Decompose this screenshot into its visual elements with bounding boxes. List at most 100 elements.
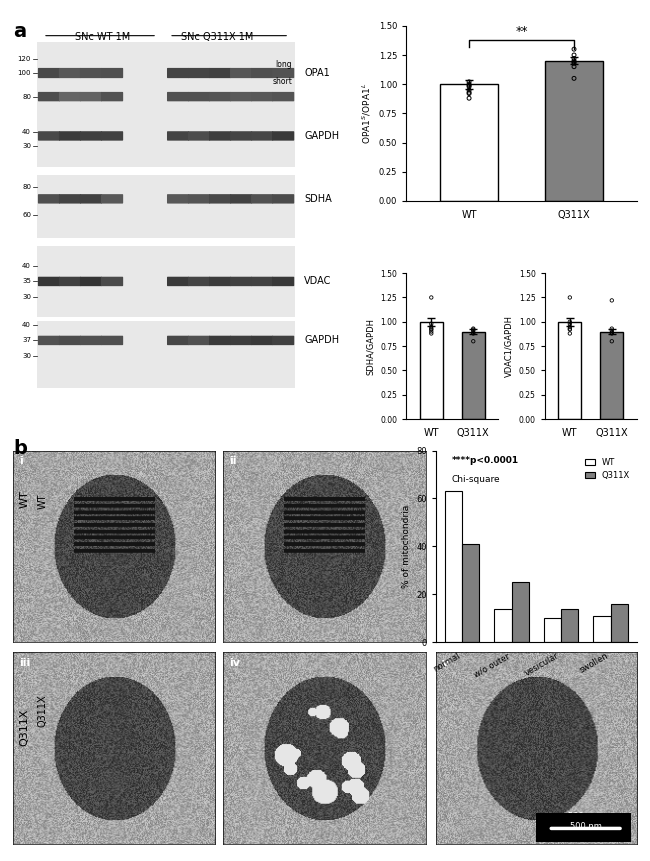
FancyBboxPatch shape xyxy=(188,131,210,140)
Text: 30: 30 xyxy=(22,294,31,300)
Point xyxy=(565,322,575,336)
FancyBboxPatch shape xyxy=(167,276,189,286)
FancyBboxPatch shape xyxy=(188,68,210,78)
Text: Chi-square: Chi-square xyxy=(452,475,500,485)
FancyBboxPatch shape xyxy=(230,276,252,286)
FancyBboxPatch shape xyxy=(38,336,60,345)
Bar xyxy=(544,618,561,642)
Bar xyxy=(37,176,295,238)
Point xyxy=(606,326,617,340)
Point xyxy=(426,325,437,338)
Text: 40: 40 xyxy=(22,263,31,269)
Text: 40: 40 xyxy=(22,129,31,135)
Text: OPA1: OPA1 xyxy=(304,68,330,78)
Legend: WT, Q311X: WT, Q311X xyxy=(581,455,633,484)
Point xyxy=(468,322,478,336)
FancyBboxPatch shape xyxy=(80,92,102,102)
Bar xyxy=(37,41,295,112)
FancyBboxPatch shape xyxy=(38,194,60,203)
FancyBboxPatch shape xyxy=(251,336,273,345)
FancyBboxPatch shape xyxy=(272,131,294,140)
Point xyxy=(606,294,617,307)
FancyBboxPatch shape xyxy=(80,131,102,140)
Text: Q311X: Q311X xyxy=(37,694,47,727)
FancyBboxPatch shape xyxy=(272,336,294,345)
FancyBboxPatch shape xyxy=(188,276,210,286)
Text: GAPDH: GAPDH xyxy=(304,336,339,345)
Point xyxy=(464,87,474,101)
FancyBboxPatch shape xyxy=(167,131,189,140)
Point xyxy=(426,317,437,331)
Point xyxy=(569,56,579,70)
Text: short: short xyxy=(272,77,292,86)
Point xyxy=(565,323,575,337)
FancyBboxPatch shape xyxy=(101,276,123,286)
Bar xyxy=(561,609,579,642)
Text: ****p<0.0001: ****p<0.0001 xyxy=(452,456,519,465)
Point xyxy=(468,326,478,340)
Bar xyxy=(558,322,581,419)
Text: 60: 60 xyxy=(22,212,31,218)
FancyBboxPatch shape xyxy=(80,276,102,286)
Bar xyxy=(512,582,529,642)
Bar xyxy=(37,246,295,317)
FancyBboxPatch shape xyxy=(188,92,210,102)
Text: iv: iv xyxy=(229,658,240,668)
Point xyxy=(565,317,575,331)
Text: WT: WT xyxy=(20,491,29,508)
Text: 35: 35 xyxy=(22,278,31,284)
Text: 37: 37 xyxy=(22,338,31,344)
FancyBboxPatch shape xyxy=(38,92,60,102)
FancyBboxPatch shape xyxy=(59,92,81,102)
Text: b: b xyxy=(13,439,27,458)
Point xyxy=(569,71,579,85)
FancyBboxPatch shape xyxy=(59,336,81,345)
FancyBboxPatch shape xyxy=(230,131,252,140)
Point xyxy=(569,55,579,69)
Bar xyxy=(610,604,628,642)
FancyBboxPatch shape xyxy=(230,336,252,345)
FancyBboxPatch shape xyxy=(38,68,60,78)
Text: WT: WT xyxy=(37,493,47,509)
Text: 100: 100 xyxy=(18,70,31,76)
FancyBboxPatch shape xyxy=(167,92,189,102)
Text: iii: iii xyxy=(19,658,31,668)
FancyBboxPatch shape xyxy=(59,276,81,286)
Point xyxy=(565,319,575,333)
FancyBboxPatch shape xyxy=(101,131,123,140)
Point xyxy=(565,326,575,340)
Point xyxy=(569,48,579,62)
Text: i: i xyxy=(19,456,23,467)
FancyBboxPatch shape xyxy=(230,92,252,102)
Point xyxy=(464,91,474,105)
FancyBboxPatch shape xyxy=(188,336,210,345)
FancyBboxPatch shape xyxy=(209,92,231,102)
Bar xyxy=(462,331,485,419)
FancyBboxPatch shape xyxy=(251,131,273,140)
Text: ii: ii xyxy=(229,456,237,467)
Y-axis label: % of mitochondria: % of mitochondria xyxy=(402,505,411,588)
FancyBboxPatch shape xyxy=(59,194,81,203)
Text: SDHA: SDHA xyxy=(304,194,332,204)
FancyBboxPatch shape xyxy=(251,276,273,286)
FancyBboxPatch shape xyxy=(80,68,102,78)
Text: SNc WT 1M: SNc WT 1M xyxy=(75,32,131,41)
Point xyxy=(606,334,617,348)
Text: 40: 40 xyxy=(22,322,31,328)
Bar xyxy=(494,609,512,642)
Bar xyxy=(545,61,603,201)
FancyBboxPatch shape xyxy=(251,92,273,102)
Point xyxy=(569,59,579,73)
Text: **: ** xyxy=(515,24,528,38)
FancyBboxPatch shape xyxy=(167,194,189,203)
Point xyxy=(426,326,437,340)
Bar xyxy=(536,813,631,842)
Point xyxy=(464,78,474,92)
Point xyxy=(464,85,474,99)
FancyBboxPatch shape xyxy=(101,336,123,345)
FancyBboxPatch shape xyxy=(209,68,231,78)
Text: 120: 120 xyxy=(18,56,31,62)
Point xyxy=(468,325,478,339)
Point xyxy=(426,322,437,336)
Point xyxy=(565,315,575,329)
